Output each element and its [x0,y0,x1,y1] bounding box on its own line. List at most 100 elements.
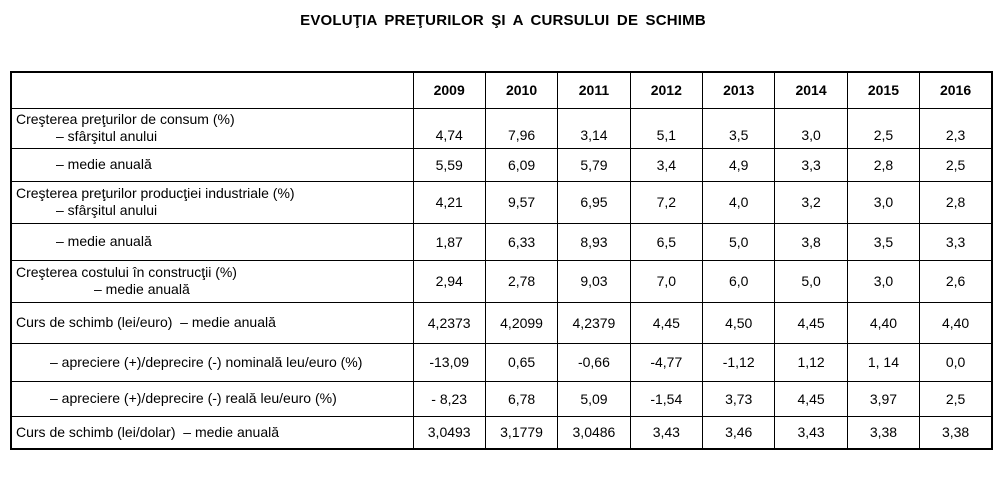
value-cell: 5,1 [629,107,704,149]
header-empty-cell [10,71,414,109]
value-cell: 4,74 [412,107,486,149]
value-cell: 2,8 [919,180,993,224]
row-label-line2: – medie anuală [94,281,190,297]
row-label: Creşterea costului în construcţii (%) – … [10,259,414,303]
value-cell: 3,43 [629,415,704,450]
table-row-exchange-rate-dollar: Curs de schimb (lei/dolar) – medie anual… [10,415,993,450]
table-row-consumer-prices-year-end: Creşterea preţurilor de consum (%) – sfâ… [10,107,993,149]
value-cell: 3,0 [774,107,848,149]
row-label: Curs de schimb (lei/euro) – medie anuală [10,301,414,344]
row-label-line1: Creşterea preţurilor producţiei industri… [16,185,295,201]
value-cell: 3,38 [846,415,921,450]
value-cell: 0,0 [919,342,993,382]
value-cell: 7,96 [484,107,559,149]
value-cell: 3,43 [774,415,848,450]
row-label: – apreciere (+)/deprecire (-) nominală l… [10,342,414,382]
row-label-line1: Creşterea costului în construcţii (%) [16,264,237,280]
value-cell: 5,09 [557,380,631,417]
value-cell: 2,8 [846,147,921,182]
price-exchange-table: 2009 2010 2011 2012 2013 2014 2015 2016 … [10,71,993,450]
value-cell: 4,2373 [412,301,486,344]
value-cell: 4,40 [919,301,993,344]
value-cell: 4,21 [412,180,486,224]
value-cell: 4,40 [846,301,921,344]
value-cell: -1,12 [701,342,776,382]
row-label-line1: – medie anuală [56,156,152,172]
value-cell: 5,79 [557,147,631,182]
value-cell: 6,78 [484,380,559,417]
value-cell: - 8,23 [412,380,486,417]
value-cell: 6,5 [629,222,704,261]
value-cell: 5,0 [701,222,776,261]
value-cell: 4,45 [629,301,704,344]
row-label-line1: – medie anuală [56,233,152,249]
value-cell: 7,0 [629,259,704,303]
value-cell: 4,2379 [557,301,631,344]
row-label-line1: Curs de schimb (lei/euro) – medie anuală [16,314,276,330]
row-label-line1: Creşterea preţurilor de consum (%) [16,111,235,127]
value-cell: 6,95 [557,180,631,224]
value-cell: 1,87 [412,222,486,261]
value-cell: 3,0 [846,180,921,224]
row-label: – medie anuală [10,147,414,182]
value-cell: 9,03 [557,259,631,303]
value-cell: 3,8 [774,222,848,261]
value-cell: 1, 14 [846,342,921,382]
value-cell: 3,2 [774,180,848,224]
table-header-row: 2009 2010 2011 2012 2013 2014 2015 2016 [10,71,993,109]
table-row-construction-cost-annual-avg: Creşterea costului în construcţii (%) – … [10,259,993,303]
value-cell: 3,73 [701,380,776,417]
header-year-2015: 2015 [846,71,921,109]
row-label-line1: – apreciere (+)/deprecire (-) nominală l… [50,353,363,370]
header-year-2010: 2010 [484,71,559,109]
row-label-line2: – sfârşitul anului [56,202,158,218]
header-year-2013: 2013 [701,71,776,109]
value-cell: 7,2 [629,180,704,224]
header-year-2011: 2011 [557,71,631,109]
value-cell: 2,5 [919,147,993,182]
value-cell: 3,0493 [412,415,486,450]
value-cell: 3,4 [629,147,704,182]
value-cell: 9,57 [484,180,559,224]
value-cell: 4,50 [701,301,776,344]
value-cell: 4,2099 [484,301,559,344]
row-label-line2: – sfârşitul anului [56,128,158,144]
table-row-real-appreciation-euro: – apreciere (+)/deprecire (-) reală leu/… [10,380,993,417]
value-cell: 6,09 [484,147,559,182]
row-label: – apreciere (+)/deprecire (-) reală leu/… [10,380,414,417]
value-cell: 4,0 [701,180,776,224]
value-cell: 6,0 [701,259,776,303]
row-label: Curs de schimb (lei/dolar) – medie anual… [10,415,414,450]
value-cell: 2,78 [484,259,559,303]
row-label: Creşterea preţurilor producţiei industri… [10,180,414,224]
row-label: Creşterea preţurilor de consum (%) – sfâ… [10,107,414,149]
value-cell: -13,09 [412,342,486,382]
row-label: – medie anuală [10,222,414,261]
table-row-industrial-prices-year-end: Creşterea preţurilor producţiei industri… [10,180,993,224]
row-label-line1: Curs de schimb (lei/dolar) – medie anual… [16,423,280,440]
value-cell: 6,33 [484,222,559,261]
page-title: EVOLUŢIA PREŢURILOR ŞI A CURSULUI DE SCH… [300,12,706,29]
value-cell: 5,0 [774,259,848,303]
value-cell: 3,5 [701,107,776,149]
value-cell: -4,77 [629,342,704,382]
value-cell: 3,97 [846,380,921,417]
value-cell: 4,45 [774,301,848,344]
value-cell: 3,46 [701,415,776,450]
value-cell: 3,0486 [557,415,631,450]
header-year-2012: 2012 [629,71,704,109]
value-cell: 2,6 [919,259,993,303]
value-cell: 3,0 [846,259,921,303]
table-row-exchange-rate-euro: Curs de schimb (lei/euro) – medie anuală… [10,301,993,344]
table-row-industrial-prices-annual-avg: – medie anuală 1,87 6,33 8,93 6,5 5,0 3,… [10,222,993,261]
value-cell: 0,65 [484,342,559,382]
value-cell: -1,54 [629,380,704,417]
value-cell: 3,1779 [484,415,559,450]
value-cell: 3,3 [774,147,848,182]
value-cell: 2,94 [412,259,486,303]
value-cell: 2,5 [846,107,921,149]
value-cell: 3,14 [557,107,631,149]
value-cell: 4,9 [701,147,776,182]
header-year-2014: 2014 [774,71,848,109]
value-cell: 8,93 [557,222,631,261]
